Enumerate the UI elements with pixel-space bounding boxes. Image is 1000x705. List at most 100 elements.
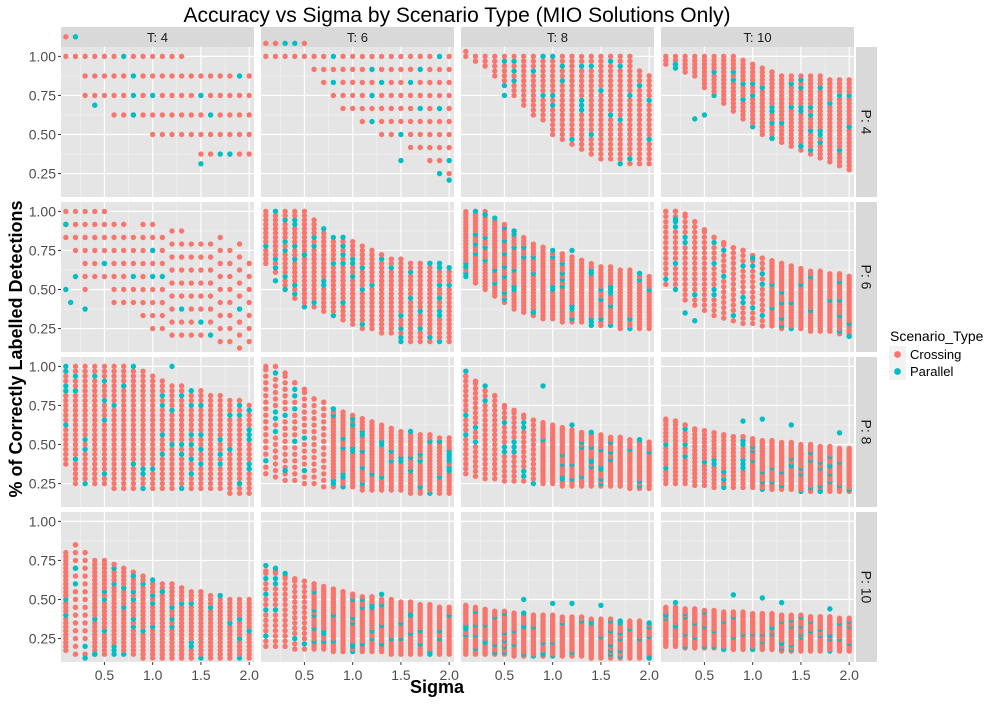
data-point	[292, 426, 297, 431]
data-point	[579, 430, 584, 435]
data-point-parallel	[379, 442, 384, 447]
data-point	[102, 378, 107, 383]
data-point	[608, 102, 613, 107]
data-point	[540, 93, 545, 98]
data-point	[150, 456, 155, 461]
data-point	[198, 422, 203, 427]
data-point	[492, 457, 497, 462]
data-point	[73, 388, 78, 393]
data-point	[218, 427, 223, 432]
data-point	[692, 240, 697, 245]
data-point	[189, 93, 194, 98]
data-point	[82, 248, 87, 253]
data-point	[598, 73, 603, 78]
data-point	[427, 432, 432, 437]
data-point	[121, 422, 126, 427]
panel-t8-p8	[461, 357, 654, 507]
x-tick-label: 1.0	[543, 667, 563, 683]
column-strip-t4: T: 4	[61, 27, 254, 47]
data-point	[740, 300, 745, 305]
data-point	[637, 161, 642, 166]
data-point	[531, 93, 536, 98]
data-point	[579, 88, 584, 93]
data-point	[273, 448, 278, 453]
data-point	[646, 156, 651, 161]
data-point	[482, 58, 487, 63]
data-point	[663, 256, 668, 261]
data-point	[73, 432, 78, 437]
data-point	[102, 388, 107, 393]
data-point	[102, 442, 107, 447]
data-point	[102, 54, 107, 59]
data-point	[121, 442, 126, 447]
data-point	[511, 473, 516, 478]
data-point	[140, 573, 145, 578]
data-point	[237, 597, 242, 602]
data-point	[218, 461, 223, 466]
data-point	[482, 418, 487, 423]
data-point-parallel	[682, 310, 687, 315]
data-point	[73, 222, 78, 227]
data-point	[721, 305, 726, 310]
data-point	[379, 93, 384, 98]
data-point	[492, 427, 497, 432]
data-point	[740, 434, 745, 439]
data-point	[140, 369, 145, 374]
data-point	[273, 607, 278, 612]
data-point	[302, 416, 307, 421]
data-point	[550, 122, 555, 127]
data-point	[492, 393, 497, 398]
data-point	[511, 59, 516, 64]
data-point	[579, 132, 584, 137]
data-point	[760, 438, 765, 443]
data-point	[169, 93, 174, 98]
data-point	[627, 88, 632, 93]
data-point	[569, 88, 574, 93]
data-point	[102, 471, 107, 476]
data-point	[521, 98, 526, 103]
data-point	[302, 620, 307, 625]
data-point	[102, 222, 107, 227]
data-point	[292, 452, 297, 457]
data-point	[63, 408, 68, 413]
data-point	[273, 416, 278, 421]
data-point	[369, 54, 374, 59]
data-point	[437, 80, 442, 85]
data-point	[169, 452, 174, 457]
data-point	[627, 151, 632, 156]
data-point	[150, 287, 155, 292]
data-point	[302, 403, 307, 408]
data-point	[179, 412, 184, 417]
data-point	[282, 612, 287, 617]
data-point	[531, 98, 536, 103]
data-point	[731, 266, 736, 271]
data-point	[169, 581, 174, 586]
data-point	[463, 442, 468, 447]
data-point	[63, 413, 68, 418]
data-point	[237, 427, 242, 432]
data-point	[569, 254, 574, 259]
data-point	[482, 476, 487, 481]
x-tick-label: 0.5	[295, 667, 315, 683]
data-point	[63, 403, 68, 408]
data-point	[589, 68, 594, 73]
data-point	[63, 393, 68, 398]
data-point	[140, 248, 145, 253]
data-point	[311, 468, 316, 473]
data-point	[473, 415, 478, 420]
data-point	[637, 78, 642, 83]
data-point	[511, 439, 516, 444]
data-point	[237, 456, 242, 461]
data-point	[150, 471, 155, 476]
data-point	[282, 638, 287, 643]
data-point	[598, 156, 603, 161]
data-point	[446, 265, 451, 270]
data-point	[637, 146, 642, 151]
data-point	[673, 245, 678, 250]
data-point	[218, 452, 223, 457]
data-point	[437, 67, 442, 72]
data-point	[111, 562, 116, 567]
data-point	[321, 406, 326, 411]
data-point	[311, 435, 316, 440]
data-point	[179, 398, 184, 403]
